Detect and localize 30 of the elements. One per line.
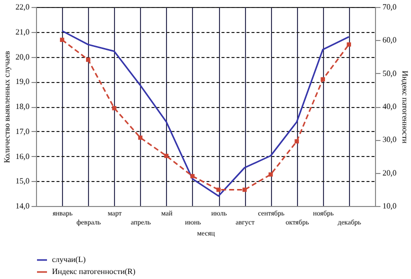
y2-tick-label: 50,0: [382, 68, 396, 78]
y2-axis-title: Индекс патогенности: [400, 70, 410, 144]
y-tick-label: 20,0: [16, 52, 30, 62]
legend-label: случаи(L): [52, 255, 86, 264]
point: [86, 58, 90, 62]
y2-tick-label: 70,0: [382, 2, 396, 12]
y-tick-label: 15,0: [16, 176, 30, 186]
y-tick-label: 19,0: [16, 77, 30, 86]
y-tick-label: 16,0: [16, 152, 30, 161]
y-tick-label: 14,0: [16, 202, 30, 210]
y-tick-label: 18,0: [16, 102, 30, 111]
legend-label: Индекс патогенности(R): [52, 267, 136, 276]
y-tick-label: 21,0: [16, 27, 30, 36]
point: [190, 174, 195, 178]
y-axis-title: Количество выявленных случаев: [2, 50, 12, 164]
y2-tick-label: 60,0: [382, 36, 396, 45]
point: [268, 172, 273, 177]
y2-tick-label: 10,0: [382, 202, 396, 210]
point: [216, 188, 221, 192]
y2-tick-label: 40,0: [382, 102, 396, 111]
point: [138, 136, 142, 140]
point: [112, 106, 116, 110]
y2-tick-label: 30,0: [382, 135, 396, 144]
y-tick-label: 17,0: [16, 126, 30, 136]
y2-tick-label: 20,0: [382, 168, 396, 178]
point: [320, 77, 325, 82]
point: [60, 38, 64, 42]
point: [294, 139, 299, 144]
y-tick-label: 22,0: [16, 2, 30, 12]
point: [242, 188, 247, 192]
